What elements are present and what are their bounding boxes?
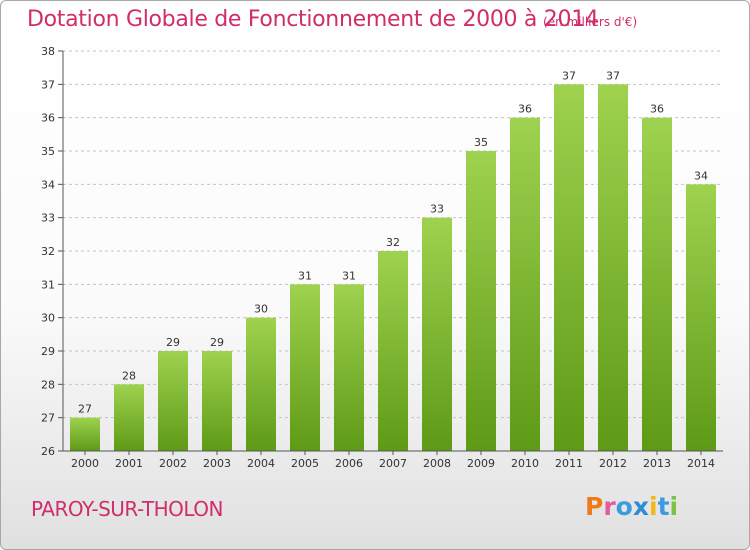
y-tick-label: 37 [41,78,55,91]
x-tick-label: 2005 [291,457,319,470]
y-tick-label: 30 [41,312,55,325]
svg-text:Proxiti: Proxiti [585,492,678,521]
data-label-2002: 29 [166,336,180,349]
data-label-2005: 31 [298,269,312,282]
bar-2010 [510,117,540,452]
x-tick-label: 2010 [511,457,539,470]
data-label-2004: 30 [254,303,268,316]
bar-2001 [114,384,144,451]
y-tick-label: 32 [41,245,55,258]
bar-2003 [202,351,232,451]
x-tick-label: 2007 [379,457,407,470]
data-label-2013: 36 [650,103,664,116]
bar-2014 [686,184,716,452]
data-label-2007: 32 [386,236,400,249]
data-label-2006: 31 [342,269,356,282]
x-tick-label: 2001 [115,457,143,470]
x-tick-label: 2002 [159,457,187,470]
chart-title: Dotation Globale de Fonctionnement de 20… [27,7,599,32]
x-tick-label: 2006 [335,457,363,470]
data-label-2012: 37 [606,69,620,82]
bar-2006 [334,284,364,451]
bar-2012 [598,84,628,451]
y-tick-label: 35 [41,145,55,158]
x-tick-label: 2009 [467,457,495,470]
data-label-2014: 34 [694,169,708,182]
data-label-2000: 27 [78,403,92,416]
y-tick-label: 26 [41,445,55,458]
bar-2000 [70,417,100,451]
y-tick-label: 33 [41,212,55,225]
y-tick-label: 34 [41,178,55,191]
y-tick-label: 38 [41,45,55,58]
commune-name: PAROY-SUR-THOLON [31,497,224,521]
bar-2009 [466,151,496,451]
x-tick-label: 2000 [71,457,99,470]
x-tick-label: 2003 [203,457,231,470]
bar-2008 [422,217,452,451]
x-tick-label: 2004 [247,457,275,470]
x-tick-label: 2013 [643,457,671,470]
y-tick-label: 28 [41,378,55,391]
x-tick-label: 2011 [555,457,583,470]
data-label-2001: 28 [122,369,136,382]
y-tick-label: 29 [41,345,55,358]
bar-2007 [378,251,408,451]
proxiti-logo: Proxiti [585,492,678,521]
x-tick-label: 2014 [687,457,715,470]
y-tick-label: 27 [41,412,55,425]
x-tick-label: 2008 [423,457,451,470]
data-label-2009: 35 [474,136,488,149]
bar-2013 [642,117,672,452]
y-tick-label: 36 [41,112,55,125]
bar-2005 [290,284,320,451]
bar-2011 [554,84,584,451]
x-tick-label: 2012 [599,457,627,470]
chart-unit-note: (en milliers d'€) [543,15,638,29]
bar-2004 [246,317,276,451]
data-label-2011: 37 [562,69,576,82]
bar-2002 [158,351,188,451]
y-tick-label: 31 [41,278,55,291]
data-label-2008: 33 [430,203,444,216]
data-label-2010: 36 [518,103,532,116]
data-label-2003: 29 [210,336,224,349]
